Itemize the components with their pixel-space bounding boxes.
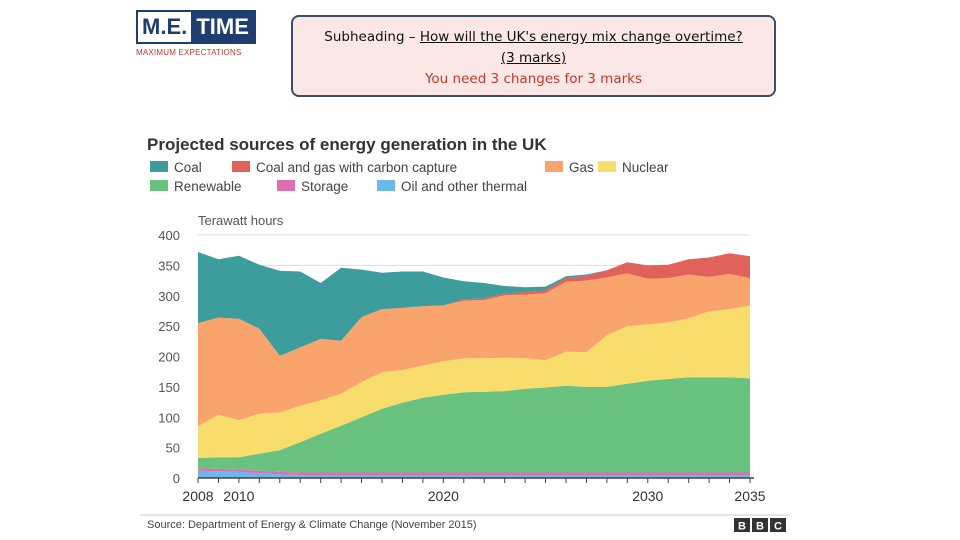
bbc-letter: B xyxy=(738,521,746,533)
area-coal-and-gas-with-carbon-capture xyxy=(198,253,750,356)
legend: Coal Coal and gas with carbon capture Gas N… xyxy=(150,160,669,194)
y-tick-label: 400 xyxy=(158,228,180,243)
area-renewable xyxy=(198,377,750,473)
legend-label: Oil and other thermal xyxy=(401,179,527,194)
area-gas xyxy=(198,273,750,427)
area-coal xyxy=(198,252,750,356)
area-storage xyxy=(198,468,750,475)
y-tick-label: 100 xyxy=(158,410,180,425)
legend-swatch xyxy=(377,180,395,191)
legend-swatch xyxy=(150,180,168,191)
bbc-block xyxy=(770,518,786,532)
x-tick-label: 2010 xyxy=(223,488,254,504)
legend-swatch xyxy=(150,161,168,172)
subheading-instruction: You need 3 changes for 3 marks xyxy=(424,71,643,87)
y-tick-label: 300 xyxy=(158,289,180,304)
logo: M.E. TIME MAXIMUM EXPECTATIONS xyxy=(136,10,256,57)
x-tick-label: 2030 xyxy=(632,488,663,504)
area-nuclear xyxy=(198,305,750,458)
subheading-question: How will the UK's energy mix change over… xyxy=(419,29,743,45)
logo-time: TIME xyxy=(191,12,254,42)
legend-label: Coal xyxy=(174,160,202,175)
y-tick-label: 250 xyxy=(158,319,180,334)
subheading-prefix: Subheading – xyxy=(324,29,420,45)
area-series xyxy=(198,252,750,478)
subheading-marks: (3 marks) xyxy=(500,50,567,66)
bbc-letter: B xyxy=(756,521,764,533)
area-oil-and-other-thermal xyxy=(198,470,750,478)
legend-swatch xyxy=(545,161,563,172)
subheading-line: Subheading – How will the UK's energy mi… xyxy=(293,27,774,48)
y-tick-label: 50 xyxy=(166,441,180,456)
bbc-block xyxy=(752,518,768,532)
legend-label: Renewable xyxy=(174,179,242,194)
legend-swatch xyxy=(598,161,616,172)
legend-label: Gas xyxy=(569,160,594,175)
bbc-letter: C xyxy=(774,521,782,533)
bbc-block xyxy=(734,518,750,532)
chart-source: Source: Department of Energy & Climate C… xyxy=(147,519,477,531)
subheading-box: Subheading – How will the UK's energy mi… xyxy=(291,15,776,97)
logo-tagline: MAXIMUM EXPECTATIONS xyxy=(136,48,242,57)
y-axis-label: Terawatt hours xyxy=(198,213,284,228)
legend-label: Storage xyxy=(301,179,348,194)
x-tick-label: 2020 xyxy=(428,488,459,504)
y-tick-label: 200 xyxy=(158,350,180,365)
legend-swatch xyxy=(232,161,250,172)
x-tick-label: 2035 xyxy=(734,488,765,504)
legend-label: Coal and gas with carbon capture xyxy=(256,160,457,175)
logo-me: M.E. xyxy=(138,12,192,42)
legend-label: Nuclear xyxy=(622,160,669,175)
chart-title: Projected sources of energy generation i… xyxy=(147,135,547,154)
y-tick-label: 0 xyxy=(173,471,180,486)
logo-box: M.E. TIME xyxy=(136,10,256,44)
y-tick-label: 150 xyxy=(158,380,180,395)
x-tick-label: 2008 xyxy=(182,488,213,504)
axes: 0 50 100 150 200 250 300 350 400 2008 2010 2020 2030… xyxy=(158,228,765,504)
y-tick-label: 350 xyxy=(158,258,180,273)
legend-swatch xyxy=(277,180,295,191)
